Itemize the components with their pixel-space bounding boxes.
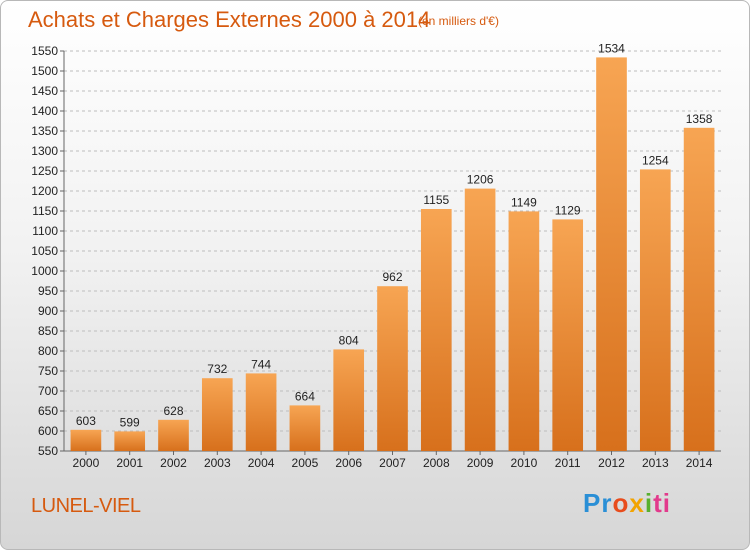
x-tick-label: 2008 <box>423 456 450 470</box>
y-tick-label: 1200 <box>31 184 58 198</box>
y-tick-label: 600 <box>38 424 58 438</box>
bar <box>464 188 496 451</box>
x-tick-label: 2005 <box>292 456 319 470</box>
bar <box>333 349 365 451</box>
y-tick-label: 700 <box>38 384 58 398</box>
chart-unit: (en milliers d'€) <box>418 14 499 28</box>
bar-value-label: 1149 <box>511 195 537 209</box>
bar-value-label: 744 <box>251 357 271 371</box>
chart-title: Achats et Charges Externes 2000 à 2014 <box>28 7 431 32</box>
bar-value-label: 1534 <box>598 41 625 55</box>
x-tick-label: 2002 <box>160 456 187 470</box>
bar <box>377 286 408 451</box>
y-tick-label: 1500 <box>31 64 58 78</box>
x-tick-label: 2010 <box>511 456 538 470</box>
bar-value-label: 1358 <box>686 112 713 126</box>
bar <box>245 373 277 451</box>
y-tick-label: 1050 <box>31 244 58 258</box>
bars <box>70 57 715 452</box>
y-tick-label: 1000 <box>31 264 58 278</box>
bar-value-label: 1254 <box>642 153 669 167</box>
y-tick-label: 650 <box>38 404 58 418</box>
y-tick-label: 550 <box>38 444 58 458</box>
bar <box>683 127 715 452</box>
y-tick-label: 1550 <box>31 44 58 58</box>
logo-part: i <box>644 488 654 518</box>
y-tick-label: 750 <box>38 364 58 378</box>
y-tick-label: 1400 <box>31 104 58 118</box>
logo-part: Pr <box>583 488 613 518</box>
bar-value-label: 603 <box>76 414 96 428</box>
x-tick-label: 2009 <box>467 456 494 470</box>
bar-value-label: 1206 <box>467 173 494 187</box>
bar-value-label: 628 <box>163 404 183 418</box>
commune-name: LUNEL-VIEL <box>31 495 141 517</box>
bar <box>508 211 540 451</box>
x-tick-label: 2000 <box>73 456 100 470</box>
x-tick-label: 2003 <box>204 456 231 470</box>
bar <box>201 378 233 451</box>
bar-value-label: 1129 <box>555 203 581 217</box>
x-tick-label: 2007 <box>379 456 406 470</box>
bar-value-label: 1155 <box>423 193 449 207</box>
bar <box>596 57 627 452</box>
bar <box>639 169 671 451</box>
y-tick-label: 850 <box>38 324 58 338</box>
y-tick-label: 800 <box>38 344 58 358</box>
x-tick-label: 2001 <box>116 456 143 470</box>
bar-value-label: 664 <box>295 389 315 403</box>
x-tick-label: 2012 <box>598 456 625 470</box>
logo-part: ti <box>653 488 671 518</box>
logo-part: x <box>629 488 645 518</box>
labels: 550 600 650 700 750 800 850 900 950 1000 1050 1100 1… <box>31 41 712 470</box>
y-tick-label: 1250 <box>31 164 58 178</box>
bar <box>289 405 321 451</box>
y-tick-label: 1100 <box>32 224 58 238</box>
x-tick-label: 2006 <box>335 456 362 470</box>
y-tick-label: 1150 <box>32 204 58 218</box>
bar <box>420 209 452 451</box>
bar <box>552 219 584 451</box>
y-tick-label: 1450 <box>31 84 58 98</box>
y-tick-label: 900 <box>38 304 58 318</box>
y-tick-label: 1350 <box>31 124 58 138</box>
bar-value-label: 962 <box>382 270 402 284</box>
bar <box>114 431 146 451</box>
x-tick-label: 2014 <box>686 456 713 470</box>
bar-value-label: 804 <box>339 333 359 347</box>
bar-value-label: 599 <box>120 415 140 429</box>
proxiti-logo[interactable]: Proxiti <box>583 488 671 519</box>
bar <box>70 429 102 451</box>
x-tick-label: 2004 <box>248 456 275 470</box>
x-tick-label: 2011 <box>555 456 581 470</box>
logo-part: o <box>612 488 630 518</box>
y-tick-label: 950 <box>38 284 58 298</box>
y-tick-label: 1300 <box>31 144 58 158</box>
bar <box>158 419 189 451</box>
bar-value-label: 732 <box>207 362 227 376</box>
x-tick-label: 2013 <box>642 456 669 470</box>
